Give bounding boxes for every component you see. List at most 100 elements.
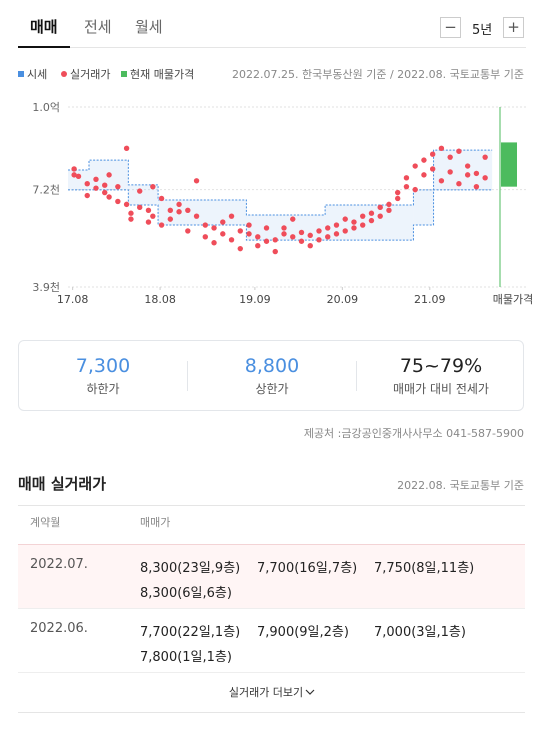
deal-point [246, 222, 252, 228]
divider [18, 672, 525, 673]
deal-point [421, 172, 427, 178]
deal-point [123, 145, 130, 152]
deal-point [429, 166, 436, 172]
deal-month: 2022.06. [30, 621, 88, 636]
deal-point [211, 240, 217, 246]
deal-row: 2022.07. 8,300(23일,9층) 7,700(16일,7층) 7,750(… [18, 544, 525, 608]
deal-point [351, 219, 357, 225]
price-band [325, 204, 414, 241]
legend-entry: 현재 매물가격 [130, 68, 195, 81]
summary-label: 하한가 [86, 382, 120, 396]
deal-point [106, 172, 112, 178]
summary-value: 7,300 [75, 355, 131, 377]
x-tick-label: 21.09 [414, 293, 446, 306]
deal-point [368, 217, 375, 224]
deal-point [394, 195, 401, 202]
legend-swatch [18, 71, 24, 77]
deal-point [412, 163, 418, 169]
tab-sale[interactable]: 매매 [30, 18, 58, 36]
deal-point [123, 201, 130, 208]
more-label[interactable]: 실거래가 더보기 [228, 686, 304, 699]
period-plus[interactable]: + [503, 17, 524, 38]
deal-point [325, 234, 331, 240]
section-note: 2022.08. 국토교통부 기준 [397, 479, 524, 492]
deal-point [473, 183, 480, 190]
summary-value: 75~79% [399, 355, 483, 377]
legend-entry: 실거래가 [70, 68, 111, 81]
price-line [68, 149, 493, 216]
deal-point [403, 175, 410, 181]
deal-point [84, 181, 90, 187]
deal-point [137, 188, 143, 194]
deal-point [263, 225, 270, 231]
deal-point [290, 234, 296, 240]
price-band [158, 199, 247, 226]
summary-value: 8,800 [244, 355, 300, 377]
deal-point [255, 242, 261, 249]
deal-point [464, 172, 471, 178]
deal-point [386, 201, 392, 208]
more-button[interactable]: 실거래가 더보기 [0, 684, 544, 700]
deal-point [307, 242, 313, 249]
deal-point [211, 225, 217, 231]
period-label: 5년 [472, 23, 493, 38]
x-tick-label: 17.08 [57, 293, 89, 306]
summary-cell: 7,300 하한가 [19, 341, 187, 410]
price-band [433, 150, 493, 190]
deal-point [102, 182, 108, 188]
deal-point [333, 222, 340, 228]
deal-point [228, 237, 235, 243]
period-minus[interactable]: − [440, 17, 461, 38]
deal-point [272, 248, 278, 255]
y-tick-label: 1.0억 [32, 101, 60, 114]
deal-point [185, 207, 191, 213]
deal-point [272, 237, 278, 243]
divider [356, 361, 357, 391]
deal-point [360, 213, 366, 219]
deal-point [145, 219, 152, 225]
deal-point [75, 173, 82, 180]
deal-point [158, 195, 165, 202]
legend-entry: 시세 [27, 68, 48, 81]
deal-point [447, 169, 453, 175]
deal-point [464, 163, 471, 169]
divider [18, 505, 525, 506]
deal-price: 8,300(23일,9층) [140, 561, 241, 576]
deal-point [228, 213, 235, 219]
deal-point [84, 192, 90, 199]
deal-price: 7,750(8일,11층) [374, 561, 475, 576]
deal-point [377, 204, 383, 211]
deal-point [307, 232, 313, 239]
deal-price: 7,000(3일,1층) [374, 625, 466, 640]
deal-point [438, 145, 445, 152]
price-band [128, 184, 159, 205]
tab-jeonse[interactable]: 전세 [84, 18, 112, 36]
summary-label: 상한가 [255, 382, 289, 396]
tab-monthly[interactable]: 월세 [135, 18, 163, 36]
deal-row: 2022.06. 7,700(22일,1층) 7,900(9일,2층) 7,000(3… [18, 608, 525, 672]
offer-label: 매물가격 [493, 293, 533, 306]
deal-point [102, 189, 108, 196]
deal-point [316, 228, 322, 234]
y-tick-label: 7.2천 [32, 183, 60, 197]
deal-point [368, 210, 375, 216]
deal-price: 7,700(22일,1층) [140, 625, 241, 640]
table-header: 계약월 [30, 516, 61, 529]
deal-point [351, 225, 357, 231]
deal-point [403, 183, 410, 190]
tab-divider [18, 47, 526, 48]
deal-point [202, 234, 209, 240]
deal-point [237, 228, 243, 234]
deal-point [298, 229, 305, 236]
deal-point [158, 222, 165, 228]
deal-point [167, 216, 174, 222]
deal-point [71, 172, 77, 178]
deal-month: 2022.07. [30, 557, 88, 572]
deal-point [394, 189, 401, 196]
deal-point [71, 166, 77, 172]
deal-point [290, 216, 296, 222]
deal-point [115, 183, 121, 190]
divider [187, 361, 188, 391]
